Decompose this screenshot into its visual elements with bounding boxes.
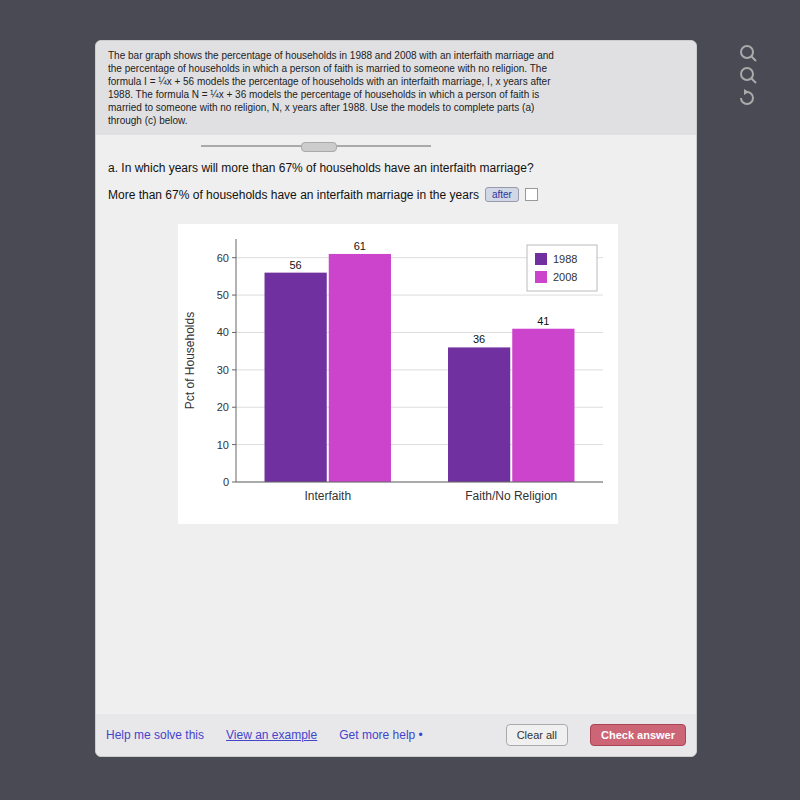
y-tick-label: 60 [217, 252, 229, 264]
help-link[interactable]: Help me solve this [106, 728, 204, 742]
reset-arrow [744, 89, 749, 95]
bar [512, 329, 574, 482]
y-tick-label: 10 [217, 439, 229, 451]
content: a. In which years will more than 67% of … [96, 157, 696, 532]
answer-row: More than 67% of households have an inte… [108, 187, 684, 202]
legend-swatch [535, 271, 547, 283]
chart-container: 0 10 20 30 40 50 60 Pct of Households 56 61 36 41 In… [178, 224, 684, 528]
y-tick [232, 332, 236, 333]
bar [329, 254, 391, 482]
problem-line: The bar graph shows the percentage of ho… [108, 49, 684, 62]
clear-button[interactable]: Clear all [506, 724, 568, 746]
separator [201, 145, 431, 147]
y-tick-label: 0 [223, 476, 229, 488]
problem-line: formula I = ¼x + 56 models the percentag… [108, 75, 684, 88]
bar [448, 347, 510, 482]
data-label: 36 [473, 333, 485, 345]
y-tick [232, 369, 236, 370]
y-tick [232, 257, 236, 258]
x-axis-line [236, 482, 603, 483]
legend: 1988 2008 [527, 245, 597, 291]
problem-line: the percentage of households in which a … [108, 62, 684, 75]
x-tick-label: Faith/No Religion [465, 489, 557, 503]
data-label: 61 [354, 240, 366, 252]
zoom-icon[interactable] [741, 68, 756, 83]
y-tick [232, 295, 236, 296]
answer-choice[interactable]: after [485, 187, 519, 202]
y-axis-line [236, 239, 237, 482]
answer-prompt: More than 67% of households have an inte… [108, 188, 479, 202]
legend-entry: 1988 [553, 253, 577, 265]
y-tick [232, 407, 236, 408]
help-link[interactable]: View an example [226, 728, 317, 742]
grid-line [236, 482, 603, 483]
reset-arc [741, 92, 753, 104]
answer-box[interactable] [525, 188, 538, 201]
y-tick [232, 482, 236, 483]
zoom-icon[interactable] [741, 46, 756, 61]
bar [265, 273, 327, 482]
x-tick-label: Interfaith [304, 489, 351, 503]
legend-swatch [535, 253, 547, 265]
data-labels: 56 61 36 41 [290, 240, 550, 345]
data-label: 56 [290, 259, 302, 271]
tablet-panel: The bar graph shows the percentage of ho… [95, 40, 697, 757]
problem-line: through (c) below. [108, 114, 684, 127]
y-tick-label: 20 [217, 401, 229, 413]
tool-icons [735, 40, 765, 120]
bottom-bar: Help me solve this View an example Get mor… [96, 714, 696, 756]
legend-entry: 2008 [553, 271, 577, 283]
zoom-handle [751, 78, 756, 83]
zoom-handle [751, 56, 756, 61]
help-link[interactable]: Get more help • [339, 728, 423, 742]
separator-handle[interactable] [301, 142, 337, 152]
problem-header: The bar graph shows the percentage of ho… [96, 41, 696, 135]
chart-background [178, 224, 618, 524]
question: a. In which years will more than 67% of … [108, 161, 684, 175]
y-tick-label: 30 [217, 364, 229, 376]
check-button[interactable]: Check answer [590, 724, 686, 746]
problem-line: 1988. The formula N = ¼x + 36 models the… [108, 88, 684, 101]
bar-chart: 0 10 20 30 40 50 60 Pct of Households 56 61 36 41 In… [178, 224, 618, 524]
y-tick-label: 40 [217, 326, 229, 338]
data-label: 41 [537, 315, 549, 327]
y-axis-label: Pct of Households [183, 312, 197, 409]
y-tick [232, 444, 236, 445]
legend-frame [527, 245, 597, 291]
y-tick-label: 50 [217, 289, 229, 301]
reset-icon[interactable] [741, 89, 753, 104]
problem-line: married to someone with no religion, N, … [108, 101, 684, 114]
